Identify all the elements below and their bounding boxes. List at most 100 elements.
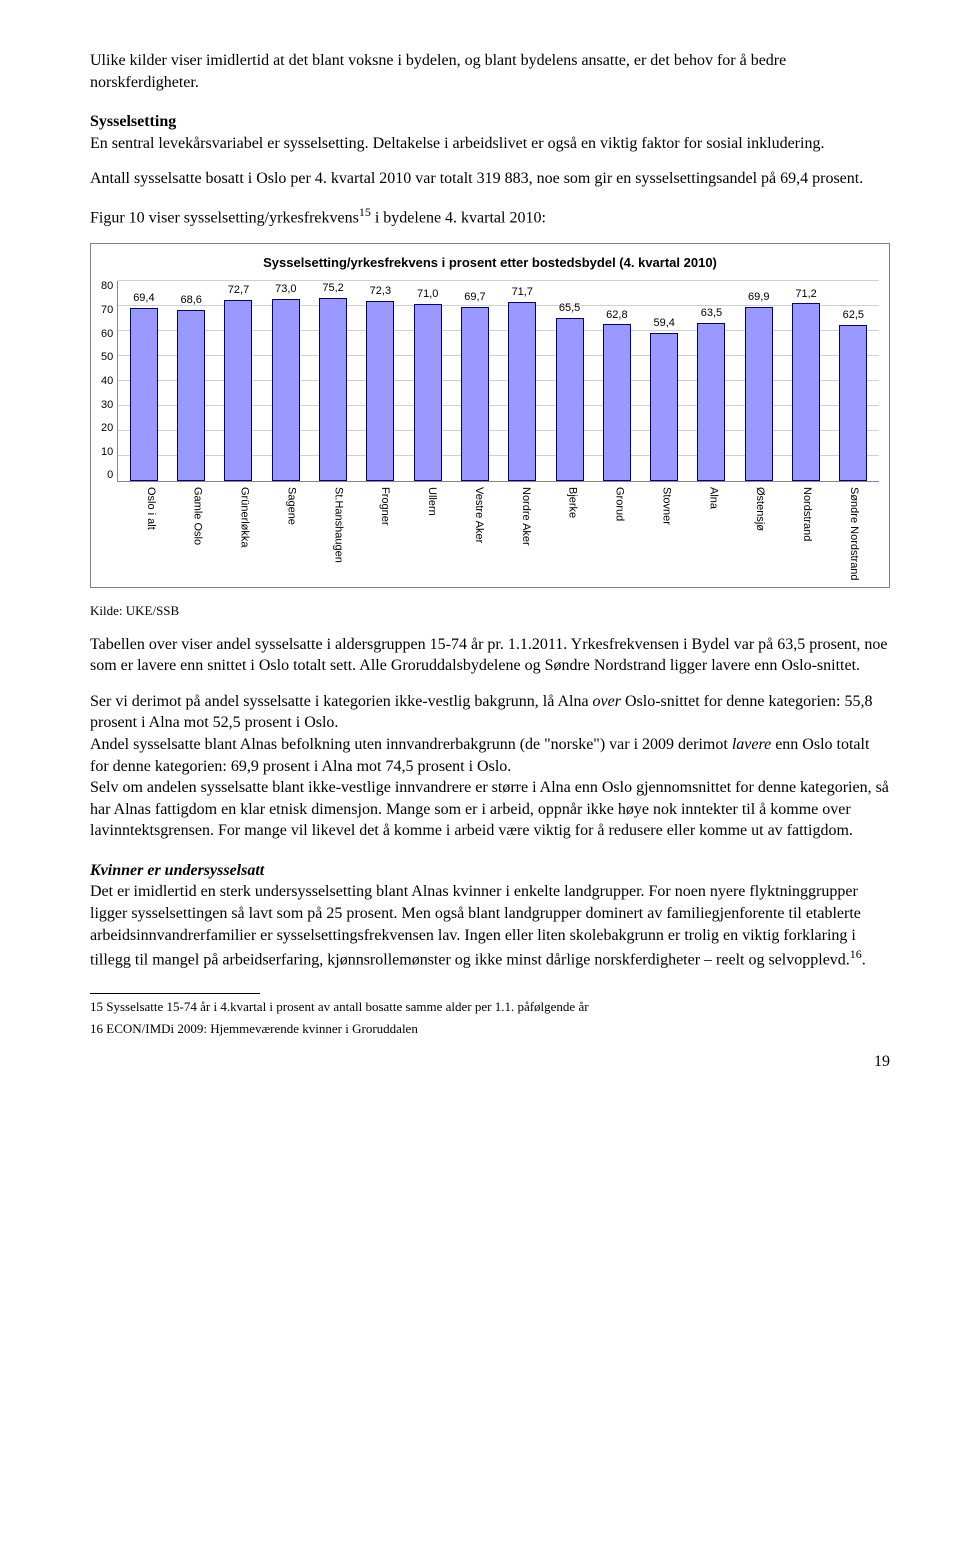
x-tick-label: Grorud (596, 485, 643, 581)
bar (319, 298, 347, 481)
bar-value-label: 62,8 (606, 308, 627, 323)
bar (130, 308, 158, 482)
x-tick-label: Nordstrand (783, 485, 830, 581)
bar-value-label: 71,0 (417, 287, 438, 302)
bar-value-label: 71,7 (512, 285, 533, 300)
y-tick-label: 0 (107, 470, 113, 481)
footnote-ref: 16 (850, 947, 862, 961)
y-tick-label: 80 (101, 281, 113, 292)
bar-wrap: 69,9 (735, 281, 782, 481)
bar-value-label: 59,4 (653, 316, 674, 331)
x-tick-label: Vestre Aker (455, 485, 502, 581)
x-tick-label: Grünerløkka (221, 485, 268, 581)
bar-wrap: 59,4 (641, 281, 688, 481)
bar-value-label: 62,5 (843, 308, 864, 323)
text-italic: over (593, 693, 621, 710)
bar-value-label: 71,2 (795, 287, 816, 302)
chart-plot-area: 80706050403020100 69,468,672,773,075,272… (101, 281, 879, 481)
bar (508, 302, 536, 481)
bar (366, 301, 394, 482)
text-span: Figur 10 viser sysselsetting/yrkesfrekve… (90, 209, 359, 226)
bar-wrap: 69,4 (120, 281, 167, 481)
bar-wrap: 71,2 (782, 281, 829, 481)
bar-wrap: 75,2 (309, 281, 356, 481)
body-text: Tabellen over viser andel sysselsatte i … (90, 634, 890, 677)
bar (461, 307, 489, 481)
bar-value-label: 69,9 (748, 290, 769, 305)
body-text: Figur 10 viser sysselsetting/yrkesfrekve… (90, 204, 890, 229)
x-tick-label: Søndre Nordstrand (830, 485, 877, 581)
y-tick-label: 10 (101, 447, 113, 458)
bar (745, 307, 773, 482)
bar (177, 310, 205, 482)
bar-wrap: 62,8 (593, 281, 640, 481)
text-span: Det er imidlertid en sterk undersysselse… (90, 883, 861, 968)
chart-source: Kilde: UKE/SSB (90, 602, 890, 620)
bar-value-label: 72,7 (228, 283, 249, 298)
text-span: i bydelene 4. kvartal 2010: (371, 209, 546, 226)
text-span: Andel sysselsatte blant Alnas befolkning… (90, 736, 732, 753)
x-tick-label: Ullern (408, 485, 455, 581)
bar (414, 304, 442, 482)
bar-wrap: 65,5 (546, 281, 593, 481)
bar (792, 303, 820, 481)
body-text: Det er imidlertid en sterk undersysselse… (90, 881, 890, 971)
chart-title: Sysselsetting/yrkesfrekvens i prosent et… (101, 254, 879, 272)
footnote-ref: 15 (359, 205, 371, 219)
x-tick-label: Frogner (361, 485, 408, 581)
bar-value-label: 75,2 (322, 281, 343, 296)
chart-plot: 69,4 68,6 72,7 73,0 75,2 72,3 71,0 69,7 71,7 65,5… (117, 281, 879, 482)
bar (272, 299, 300, 482)
bar-wrap: 72,7 (215, 281, 262, 481)
footnote-separator (90, 993, 260, 994)
x-tick-label: Alna (690, 485, 737, 581)
bar-value-label: 65,5 (559, 301, 580, 316)
bar (224, 300, 252, 482)
body-text: Antall sysselsatte bosatt i Oslo per 4. … (90, 168, 890, 190)
bar-wrap: 71,0 (404, 281, 451, 481)
x-tick-label: Gamle Oslo (174, 485, 221, 581)
text-italic: lavere (732, 736, 771, 753)
bar-wrap: 72,3 (357, 281, 404, 481)
x-tick-label: Bjerke (549, 485, 596, 581)
chart-x-labels: Oslo i altGamle OsloGrünerløkkaSageneSt.… (125, 481, 879, 581)
bar-wrap: 63,5 (688, 281, 735, 481)
intro-paragraph: Ulike kilder viser imidlertid at det bla… (90, 50, 890, 93)
page-number: 19 (90, 1051, 890, 1073)
text-span: Selv om andelen sysselsatte blant ikke-v… (90, 779, 889, 839)
bar-wrap: 71,7 (499, 281, 546, 481)
bar-value-label: 69,7 (464, 290, 485, 305)
body-text: En sentral levekårsvariabel er sysselset… (90, 133, 890, 155)
x-tick-label: St.Hanshaugen (315, 485, 362, 581)
bar-value-label: 72,3 (370, 284, 391, 299)
bar (556, 318, 584, 482)
y-tick-label: 30 (101, 400, 113, 411)
footnote-text: 16 ECON/IMDi 2009: Hjemmeværende kvinner… (90, 1020, 890, 1038)
bar (603, 324, 631, 481)
bar (839, 325, 867, 481)
bar-wrap: 69,7 (451, 281, 498, 481)
bar (697, 323, 725, 482)
bar (650, 333, 678, 482)
section-heading-sysselsetting: Sysselsetting (90, 111, 890, 133)
y-tick-label: 20 (101, 423, 113, 434)
bar-value-label: 69,4 (133, 291, 154, 306)
x-tick-label: Stovner (643, 485, 690, 581)
y-tick-label: 50 (101, 352, 113, 363)
body-text: Ser vi derimot på andel sysselsatte i ka… (90, 691, 890, 842)
bar-wrap: 73,0 (262, 281, 309, 481)
x-tick-label: Østensjø (736, 485, 783, 581)
bar-wrap: 62,5 (830, 281, 877, 481)
bar-value-label: 73,0 (275, 282, 296, 297)
chart-bars: 69,4 68,6 72,7 73,0 75,2 72,3 71,0 69,7 71,7 65,5… (118, 281, 879, 481)
section-heading-kvinner: Kvinner er undersysselsatt (90, 860, 890, 882)
x-tick-label: Sagene (268, 485, 315, 581)
employment-chart: Sysselsetting/yrkesfrekvens i prosent et… (90, 243, 890, 588)
y-tick-label: 40 (101, 376, 113, 387)
x-tick-label: Oslo i alt (127, 485, 174, 581)
bar-value-label: 68,6 (180, 293, 201, 308)
y-tick-label: 70 (101, 305, 113, 316)
footnote-text: 15 Sysselsatte 15-74 år i 4.kvartal i pr… (90, 998, 890, 1016)
text-span: Ser vi derimot på andel sysselsatte i ka… (90, 693, 593, 710)
bar-wrap: 68,6 (168, 281, 215, 481)
